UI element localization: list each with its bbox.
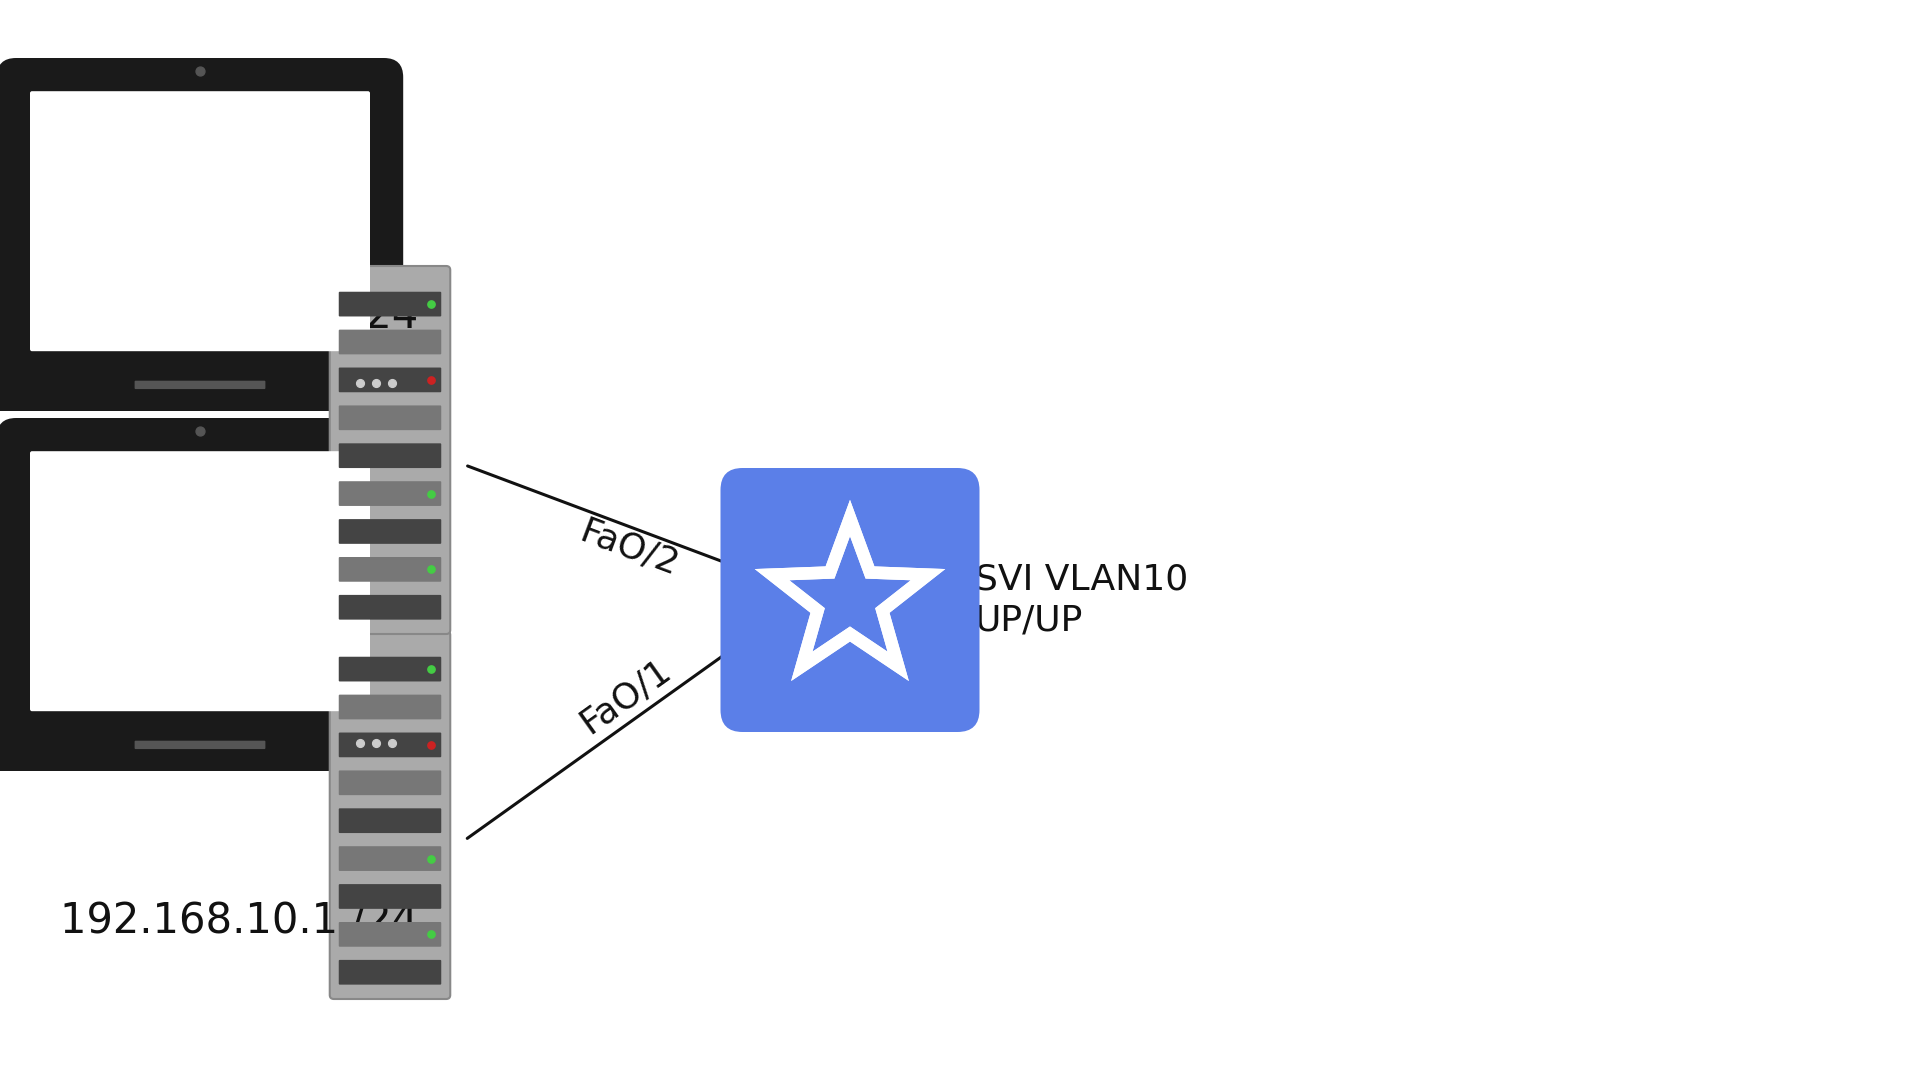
FancyBboxPatch shape [0,396,411,411]
FancyBboxPatch shape [31,451,371,712]
FancyBboxPatch shape [0,363,422,403]
Text: SVI VLAN10: SVI VLAN10 [975,563,1188,597]
FancyBboxPatch shape [338,922,442,947]
FancyBboxPatch shape [338,405,442,430]
FancyBboxPatch shape [338,367,442,392]
Text: FaO/1: FaO/1 [574,652,678,740]
FancyBboxPatch shape [338,770,442,795]
Polygon shape [772,518,927,666]
FancyBboxPatch shape [338,732,442,757]
FancyBboxPatch shape [338,657,442,681]
FancyBboxPatch shape [338,292,442,316]
FancyBboxPatch shape [0,58,403,384]
FancyBboxPatch shape [338,519,442,544]
FancyBboxPatch shape [330,631,451,999]
FancyBboxPatch shape [338,694,442,719]
FancyBboxPatch shape [338,847,442,870]
FancyBboxPatch shape [0,724,422,762]
Text: FaO/2: FaO/2 [574,514,684,582]
FancyBboxPatch shape [338,443,442,468]
FancyBboxPatch shape [330,266,451,634]
FancyBboxPatch shape [338,885,442,909]
FancyBboxPatch shape [0,418,403,744]
Text: VLAN 10: VLAN 10 [100,110,349,167]
FancyBboxPatch shape [338,960,442,985]
FancyBboxPatch shape [338,595,442,620]
FancyBboxPatch shape [134,380,265,389]
FancyBboxPatch shape [338,329,442,354]
Text: 192.168.10.1 /24: 192.168.10.1 /24 [60,295,419,337]
FancyBboxPatch shape [134,741,265,750]
FancyBboxPatch shape [338,808,442,833]
Text: UP/UP: UP/UP [975,603,1083,637]
FancyBboxPatch shape [720,468,979,732]
Text: 192.168.10.1 /24: 192.168.10.1 /24 [60,900,419,942]
FancyBboxPatch shape [31,91,371,351]
FancyBboxPatch shape [338,482,442,505]
FancyBboxPatch shape [338,557,442,582]
FancyBboxPatch shape [0,756,411,771]
